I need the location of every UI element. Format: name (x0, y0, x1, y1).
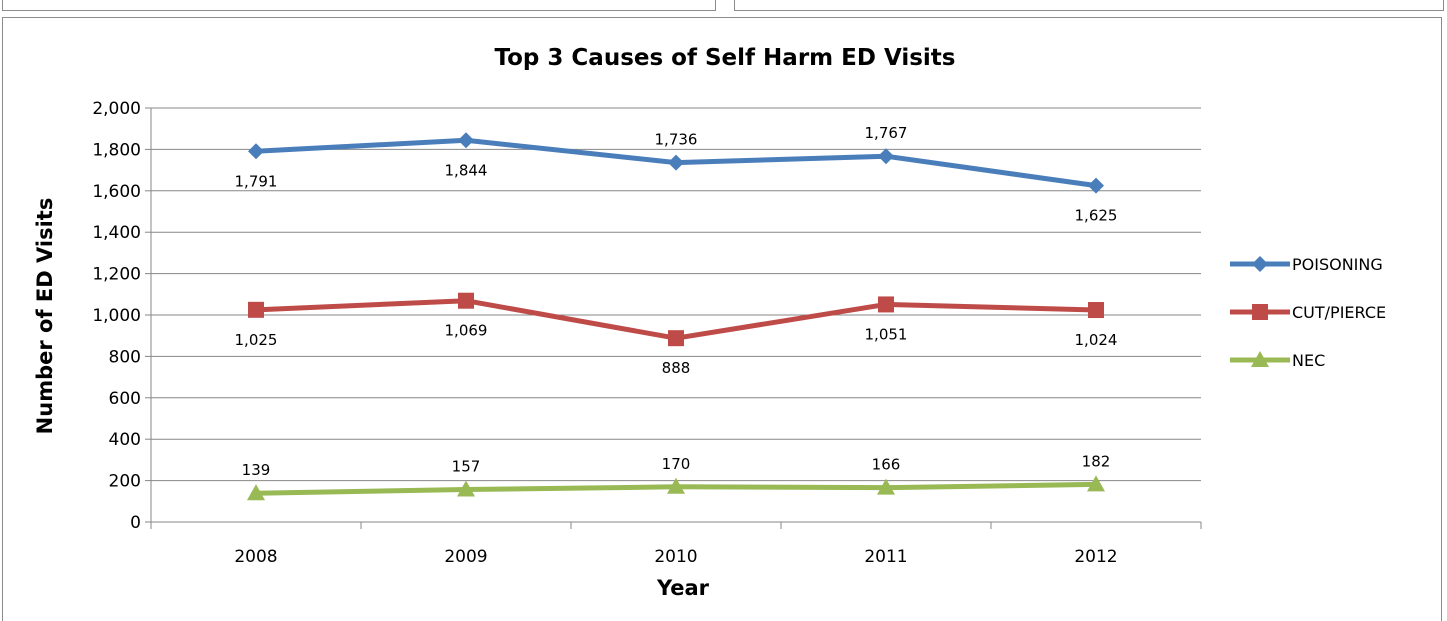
data-label-poisoning: 1,767 (865, 124, 908, 142)
data-point-nec (667, 477, 685, 494)
x-tick-labels: 2008 2009 2010 2011 2012 (234, 547, 1117, 567)
data-label-nec: 157 (452, 458, 481, 476)
data-label-poisoning: 1,844 (445, 161, 488, 179)
y-tick-label: 400 (109, 430, 141, 450)
data-label-nec: 182 (1082, 452, 1111, 470)
data-point-poisoning (668, 154, 684, 171)
data-labels: 1,791 1,844 1,736 1,767 1,625 1,025 1,069 888 1,… (235, 124, 1118, 479)
y-tick-label: 1,000 (92, 306, 141, 326)
data-label-cut-pierce: 1,069 (445, 322, 488, 340)
legend-label-poisoning: POISONING (1292, 255, 1383, 274)
legend-marker-cut-pierce (1252, 304, 1268, 320)
legend-label-cut-pierce: CUT/PIERCE (1292, 303, 1386, 322)
data-point-poisoning (878, 148, 894, 165)
x-tick-label: 2011 (864, 547, 907, 567)
x-tick-label: 2008 (234, 547, 277, 567)
data-label-poisoning: 1,791 (235, 172, 278, 190)
y-tick-label: 200 (109, 472, 141, 492)
y-tick-label: 1,400 (92, 223, 141, 243)
data-label-cut-pierce: 1,051 (865, 325, 908, 343)
series-markers (247, 132, 1105, 501)
data-label-poisoning: 1,625 (1075, 207, 1118, 225)
data-label-nec: 170 (662, 455, 691, 473)
data-point-nec (877, 478, 895, 495)
y-tick-label: 0 (130, 513, 141, 533)
y-tick-label: 1,800 (92, 140, 141, 160)
top-right-panel-edge (734, 0, 1444, 11)
x-tick-label: 2010 (654, 547, 697, 567)
y-tick-label: 1,600 (92, 182, 141, 202)
data-point-poisoning (248, 143, 264, 160)
data-point-nec (247, 484, 265, 501)
data-point-cut-pierce (878, 296, 894, 313)
data-label-cut-pierce: 888 (662, 359, 691, 377)
data-point-cut-pierce (458, 292, 474, 309)
data-point-nec (457, 480, 475, 497)
y-tick-label: 600 (109, 389, 141, 409)
series-lines (255, 137, 1097, 496)
data-point-nec (1087, 475, 1105, 492)
legend-marker-poisoning (1252, 256, 1268, 272)
y-tick-labels: 0 200 400 600 800 1,000 1,200 1,400 1,600 1,800 2,… (92, 99, 141, 533)
data-label-poisoning: 1,736 (655, 131, 698, 149)
data-label-cut-pierce: 1,024 (1075, 331, 1118, 349)
data-point-cut-pierce (1088, 302, 1104, 319)
x-axis-title: Year (656, 576, 710, 600)
chart-frame (2, 17, 1442, 621)
data-label-nec: 166 (872, 456, 901, 474)
y-axis-title: Number of ED Visits (33, 198, 57, 435)
data-point-poisoning (1088, 177, 1104, 194)
x-tick-label: 2012 (1074, 547, 1117, 567)
chart-title: Top 3 Causes of Self Harm ED Visits (495, 45, 956, 71)
data-label-cut-pierce: 1,025 (235, 331, 278, 349)
legend-marker-nec (1251, 351, 1269, 367)
y-tick-label: 1,200 (92, 265, 141, 285)
data-label-nec: 139 (242, 461, 271, 479)
y-tick-label: 2,000 (92, 99, 141, 119)
axes (145, 107, 1202, 529)
data-point-cut-pierce (668, 330, 684, 347)
x-tick-label: 2009 (444, 547, 487, 567)
top-left-panel-edge (2, 0, 716, 11)
y-tick-label: 800 (109, 347, 141, 367)
legend: POISONING CUT/PIERCE NEC (1230, 255, 1386, 370)
gridlines (151, 107, 1201, 482)
data-point-poisoning (458, 132, 474, 149)
legend-label-nec: NEC (1292, 351, 1325, 370)
data-point-cut-pierce (248, 301, 264, 318)
